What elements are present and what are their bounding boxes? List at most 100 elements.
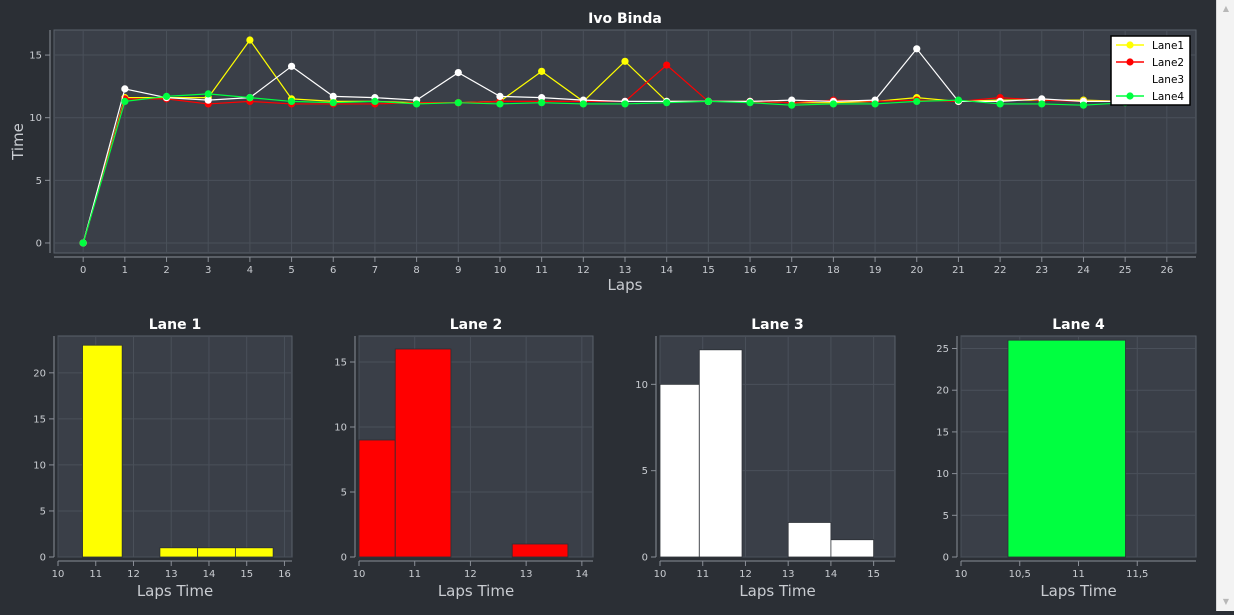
legend-marker: [1126, 41, 1134, 49]
x-tick-label: 19: [869, 265, 882, 276]
y-tick-label: 5: [943, 511, 949, 522]
y-tick-label: 10: [334, 423, 347, 434]
data-point-lane3: [329, 92, 337, 100]
data-point-lane4: [121, 97, 129, 106]
data-point-lane4: [1079, 101, 1088, 109]
vertical-scrollbar[interactable]: ▲ ▼: [1216, 0, 1234, 611]
y-tick-label: 0: [943, 553, 949, 564]
x-tick-label: 10: [494, 265, 507, 276]
x-tick-label: 25: [1119, 265, 1132, 276]
data-point-lane3: [454, 68, 462, 77]
x-tick-label: 11: [1072, 569, 1085, 580]
y-tick-label: 20: [33, 368, 46, 379]
chart-3: 10 11 12 13 14 0 5 10 15 Lane 2 Laps Time: [334, 317, 594, 600]
chart-1: 0 1 2 3 4 5 6 7 8 9 10 11 12 13 14 15 16 17 18 19 20 21 22 23 24…: [9, 11, 1197, 294]
x-tick-label: 11: [89, 569, 102, 580]
scroll-up-icon[interactable]: ▲: [1222, 4, 1230, 13]
y-tick-label: 0: [642, 553, 648, 564]
histogram-bar: [159, 547, 199, 558]
x-tick-label: 10: [955, 569, 968, 580]
y-tick-label: 20: [936, 386, 949, 397]
data-point-lane4: [246, 94, 254, 102]
data-point-lane3: [121, 85, 129, 93]
data-point-lane4: [871, 100, 879, 108]
histogram-bar: [830, 539, 875, 558]
series-line-lane2: [82, 64, 1126, 244]
x-tick-label: 12: [577, 265, 590, 276]
legend-label: Lane4: [1152, 91, 1184, 103]
x-axis-label: Laps Time: [1040, 582, 1116, 600]
x-axis-label: Laps Time: [438, 582, 514, 600]
data-point-lane4: [454, 99, 462, 107]
histogram-bar: [1007, 339, 1126, 558]
y-tick-label: 10: [936, 469, 949, 480]
x-tick-label: 8: [413, 265, 419, 276]
x-tick-label: 5: [288, 265, 294, 276]
x-tick-label: 16: [278, 569, 291, 580]
legend-marker: [1126, 75, 1134, 83]
y-tick-label: 5: [36, 176, 42, 187]
data-point-lane4: [913, 97, 921, 106]
x-tick-label: 15: [867, 569, 880, 580]
x-tick-label: 14: [825, 569, 838, 580]
data-point-lane4: [829, 100, 837, 108]
x-tick-label: 10: [654, 569, 667, 580]
data-point-lane4: [663, 99, 671, 107]
histogram-bar: [197, 547, 236, 558]
scroll-down-icon[interactable]: ▼: [1222, 597, 1230, 606]
x-tick-label: 12: [127, 569, 140, 580]
x-tick-label: 13: [619, 265, 632, 276]
y-tick-label: 10: [29, 113, 42, 124]
legend-box: [1110, 35, 1191, 106]
x-tick-label: 24: [1077, 265, 1090, 276]
y-tick-label: 0: [341, 553, 347, 564]
x-axis-label: Laps Time: [137, 582, 213, 600]
x-tick-label: 6: [330, 265, 336, 276]
y-tick-label: 5: [40, 506, 46, 517]
x-tick-label: 23: [1035, 265, 1048, 276]
x-tick-label: 2: [163, 265, 169, 276]
x-tick-label: 1: [122, 265, 128, 276]
series-line-lane3: [82, 47, 1126, 244]
legend-label: Lane2: [1152, 57, 1184, 69]
histogram-bar: [82, 344, 123, 558]
data-point-lane4: [162, 92, 171, 100]
data-point-lane1: [246, 36, 254, 44]
histogram-bar: [787, 522, 832, 558]
y-axis-label: Time: [9, 123, 27, 161]
x-tick-label: 13: [165, 569, 178, 580]
data-point-lane1: [621, 57, 629, 65]
y-tick-label: 5: [341, 488, 347, 499]
data-point-lane4: [329, 99, 337, 107]
histogram-bar: [358, 439, 396, 558]
chart-title: Ivo Binda: [588, 11, 662, 27]
legend-marker: [1126, 92, 1134, 100]
y-tick-label: 15: [936, 427, 949, 438]
data-point-lane4: [954, 96, 963, 104]
data-point-lane3: [788, 96, 796, 104]
data-point-lane4: [996, 100, 1004, 108]
data-point-lane3: [913, 45, 921, 53]
data-point-lane4: [79, 239, 87, 247]
data-point-lane4: [496, 100, 504, 108]
chart-title: Lane 2: [450, 317, 502, 333]
x-tick-label: 11: [696, 569, 709, 580]
y-tick-label: 15: [29, 51, 42, 62]
y-tick-label: 10: [33, 460, 46, 471]
chart-title: Lane 1: [149, 317, 201, 333]
y-tick-label: 25: [936, 344, 949, 355]
legend-label: Lane3: [1152, 74, 1184, 86]
data-point-lane3: [538, 94, 546, 102]
data-point-lane4: [1038, 100, 1046, 108]
histogram-bar: [659, 383, 700, 558]
data-point-lane4: [621, 100, 629, 108]
data-point-lane4: [788, 101, 796, 109]
x-tick-label: 12: [739, 569, 752, 580]
x-tick-label: 14: [660, 265, 673, 276]
data-point-lane4: [538, 99, 546, 107]
chart-2: 10 11 12 13 14 15 16 0 5 10 15 20 Lane 1 Laps Time: [33, 317, 293, 600]
x-tick-label: 13: [782, 569, 795, 580]
x-tick-label: 16: [744, 265, 757, 276]
legend: Lane1 Lane2 Lane3 Lane4: [1110, 35, 1191, 106]
x-tick-label: 18: [827, 265, 840, 276]
